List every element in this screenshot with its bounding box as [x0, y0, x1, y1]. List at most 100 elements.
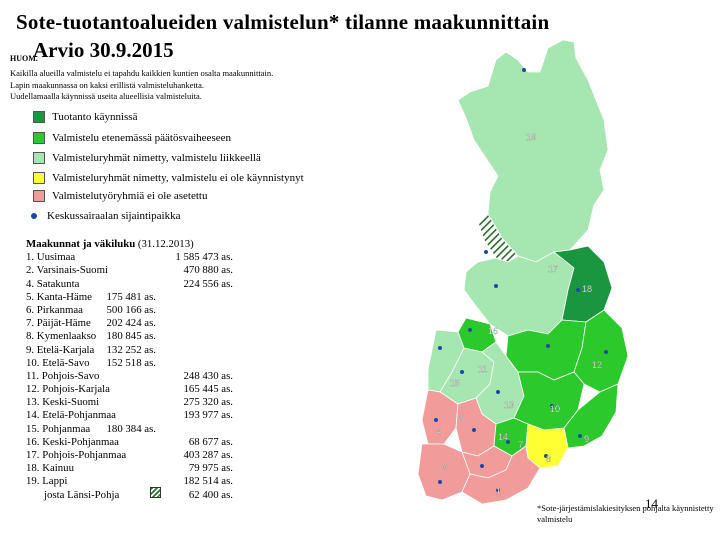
- map-region-label: 3: [442, 462, 447, 472]
- region-population: 403 287 as.: [183, 449, 233, 461]
- region-population: 175 481 as.: [106, 290, 156, 303]
- map-region-label: 13: [504, 400, 514, 410]
- legend-item: Valmisteluryhmät nimetty, valmistelu lii…: [33, 151, 261, 165]
- finland-region-map: 19 17 18 16 11 15 12 13 14 10 4 6 7 3 9 8 1: [417, 39, 629, 505]
- map-region-label: 15: [450, 378, 460, 388]
- map-region-label: 1: [496, 486, 501, 496]
- page-number: 14: [645, 496, 658, 511]
- region-name: 12. Pohjois-Karjala: [26, 383, 110, 396]
- page-subtitle: Arvio 30.9.2015: [33, 38, 174, 62]
- hospital-marker-icon: [522, 68, 526, 72]
- legend-item: Tuotanto käynnissä: [33, 110, 137, 124]
- note-line: Lapin maakunnassa on kaksi erillistä val…: [10, 79, 205, 90]
- hospital-marker-icon: [484, 250, 488, 254]
- legend-item: Valmisteluryhmät nimetty, valmistelu ei …: [33, 171, 304, 185]
- table-heading-label: Maakunnat ja väkiluku: [26, 238, 136, 250]
- region-name: 13. Keski-Suomi: [26, 396, 100, 409]
- legend-label: Valmistelu etenemässä päätösvaiheeseen: [52, 132, 231, 144]
- hospital-marker-icon: [472, 428, 476, 432]
- map-region-label: 9: [584, 434, 589, 444]
- map-region-label: 7: [518, 440, 523, 450]
- region-population: 152 518 as.: [106, 356, 156, 369]
- map-region-label: 12: [592, 360, 602, 370]
- map-region-label: 17: [548, 264, 558, 274]
- legend-item: Valmistelu etenemässä päätösvaiheeseen: [33, 131, 231, 145]
- map-region-label: 14: [498, 432, 508, 442]
- region-name: 6. Pirkanmaa: [26, 303, 83, 316]
- region-population: 470 880 as.: [183, 264, 233, 277]
- hospital-marker-icon: [550, 404, 554, 408]
- region-satakunta: [421, 389, 459, 445]
- region-uusimaa: [461, 445, 541, 505]
- region-name: 19. Lappi: [26, 475, 68, 488]
- region-name: 10. Etelä-Savo: [26, 356, 90, 369]
- region-population: 182 514 as.: [183, 475, 233, 488]
- hospital-marker-icon: [506, 440, 510, 444]
- notes: Kaikilla alueilla valmistelu ei tapahdu …: [10, 68, 273, 103]
- region-population: 193 977 as.: [183, 409, 233, 422]
- map-region-label: 4: [436, 426, 441, 436]
- page-title: Sote-tuotantoalueiden valmistelun* tilan…: [16, 10, 550, 34]
- region-population: 180 384 as.: [106, 422, 156, 435]
- region-population: 62 400 as.: [188, 488, 233, 501]
- region-population: 224 556 as.: [183, 277, 233, 290]
- hospital-marker-icon: [604, 350, 608, 354]
- hospital-marker-icon: [578, 434, 582, 438]
- region-population: 248 430 as.: [183, 369, 233, 382]
- region-population: 68 677 as.: [188, 435, 233, 448]
- region-name: 2. Varsinais-Suomi: [26, 264, 108, 277]
- hospital-marker-icon: [460, 370, 464, 374]
- region-name: 7. Päijät-Häme: [26, 317, 91, 330]
- region-population: 180 845 as.: [106, 330, 156, 343]
- region-population: 79 975 as.: [188, 462, 233, 475]
- legend-swatch: [33, 132, 45, 144]
- legend-swatch: [33, 172, 45, 184]
- region-name: 18. Kainuu: [26, 462, 74, 475]
- region-population: 275 320 as.: [183, 396, 233, 409]
- legend-swatch: [33, 111, 45, 123]
- region-population: 165 445 as.: [183, 383, 233, 396]
- region-name: josta Länsi-Pohja: [44, 488, 120, 501]
- map-region-label: 8: [546, 454, 551, 464]
- legend-label: Valmistelutyöryhmiä ei ole asetettu: [52, 190, 208, 202]
- hospital-marker-icon: [31, 213, 37, 219]
- hospital-marker-icon: [576, 288, 580, 292]
- region-name: 15. Pohjanmaa: [26, 422, 91, 435]
- legend-swatch: [33, 152, 45, 164]
- hospital-marker-icon: [494, 284, 498, 288]
- note-line: Uudellamaalla käynnissä useita alueellis…: [10, 91, 202, 101]
- hospital-marker-icon: [438, 346, 442, 350]
- legend-item: Valmistelutyöryhmiä ei ole asetettu: [33, 189, 208, 203]
- map-region-label: 10: [550, 404, 560, 414]
- hospital-markers: [434, 68, 608, 492]
- hospital-marker-icon: [468, 328, 472, 332]
- note-line: Kaikilla alueilla valmistelu ei tapahdu …: [10, 68, 274, 78]
- legend-label: Valmisteluryhmät nimetty, valmistelu ei …: [52, 172, 304, 184]
- legend-label: Valmisteluryhmät nimetty, valmistelu lii…: [52, 152, 261, 164]
- note-heading: HUOM.: [10, 54, 38, 63]
- hospital-marker-icon: [438, 480, 442, 484]
- region-name: 16. Keski-Pohjanmaa: [26, 435, 119, 448]
- region-population: 1 585 473 as.: [175, 251, 233, 264]
- map-region-label: 16: [488, 326, 498, 336]
- region-name: 5. Kanta-Häme: [26, 290, 92, 303]
- hospital-marker-icon: [496, 390, 500, 394]
- legend-label: Tuotanto käynnissä: [52, 111, 138, 123]
- region-name: 17. Pohjois-Pohjanmaa: [26, 449, 127, 461]
- region-population: 500 166 as.: [106, 303, 156, 316]
- hospital-marker-icon: [480, 464, 484, 468]
- map-region-label: 19: [526, 132, 536, 142]
- region-population: 202 424 as.: [106, 317, 156, 330]
- hospital-marker-icon: [434, 418, 438, 422]
- hospital-marker-icon: [496, 488, 500, 492]
- map-region-label: 6: [458, 412, 463, 422]
- hospital-marker-icon: [546, 344, 550, 348]
- legend-label: Keskussairaalan sijaintipaikka: [47, 210, 181, 222]
- region-population: 132 252 as.: [106, 343, 156, 356]
- region-name: 9. Etelä-Karjala: [26, 343, 95, 356]
- map-region-label: 18: [582, 284, 592, 294]
- region-name: 1. Uusimaa: [26, 251, 76, 264]
- map-region-label: 11: [478, 364, 487, 374]
- region-name: 8. Kymenlaakso: [26, 330, 97, 343]
- hospital-marker-icon: [544, 454, 548, 458]
